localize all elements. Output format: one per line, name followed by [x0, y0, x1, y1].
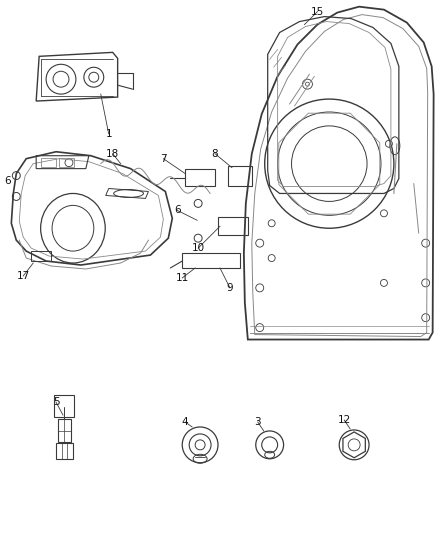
- Text: 11: 11: [176, 273, 189, 283]
- Text: 17: 17: [17, 271, 30, 281]
- Text: 15: 15: [311, 6, 324, 17]
- Text: 8: 8: [212, 149, 218, 159]
- Text: 18: 18: [106, 149, 119, 159]
- Text: 3: 3: [254, 417, 261, 427]
- Text: 9: 9: [226, 283, 233, 293]
- Text: 10: 10: [191, 243, 205, 253]
- Text: 1: 1: [106, 129, 112, 139]
- Text: 6: 6: [4, 175, 11, 185]
- Text: 5: 5: [53, 397, 60, 407]
- Text: 7: 7: [160, 154, 167, 164]
- Text: 6: 6: [174, 205, 180, 215]
- Text: 4: 4: [182, 417, 188, 427]
- Text: 12: 12: [338, 415, 351, 425]
